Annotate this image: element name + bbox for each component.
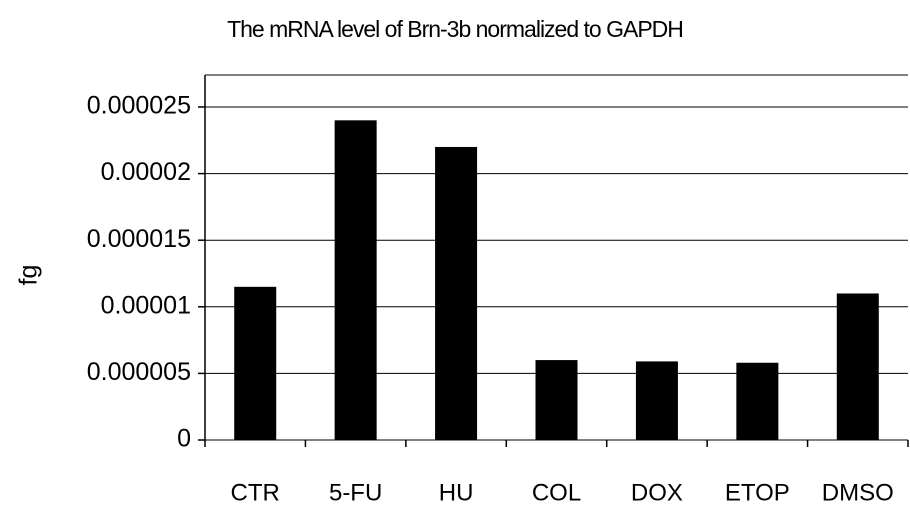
bar [334, 120, 377, 440]
x-tick-label: DMSO [822, 479, 894, 506]
y-tick-label: 0.000005 [87, 358, 191, 386]
bar [535, 360, 578, 440]
y-tick-label: 0.00002 [101, 158, 191, 186]
y-tick-label: 0.000025 [87, 92, 191, 120]
x-tick-label: DOX [631, 479, 683, 506]
chart-title: The mRNA level of Brn-3b normalized to G… [227, 16, 683, 42]
y-axis-label: fg [15, 265, 43, 286]
bar [435, 146, 478, 440]
x-tick-label: CTR [231, 479, 280, 506]
bar [836, 293, 879, 440]
x-tick-label: ETOP [725, 479, 790, 506]
y-tick-label: 0.000015 [87, 225, 191, 253]
bar [234, 286, 277, 440]
x-tick-label: COL [532, 479, 581, 506]
x-tick-label: HU [439, 479, 474, 506]
y-tick-label: 0 [177, 425, 191, 453]
bar [635, 361, 678, 440]
bar [736, 362, 779, 440]
y-tick-label: 0.00001 [101, 291, 191, 319]
x-tick-label: 5-FU [329, 479, 382, 506]
